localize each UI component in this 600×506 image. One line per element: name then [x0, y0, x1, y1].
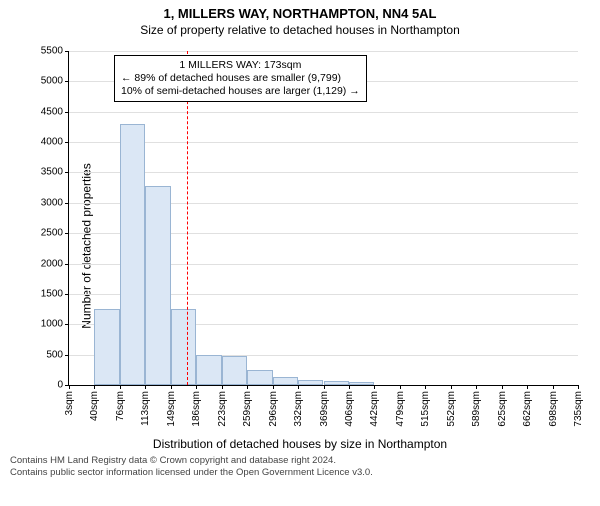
- xtick-label: 662sqm: [522, 391, 533, 427]
- xtick-mark: [476, 385, 477, 389]
- histogram-bar: [324, 381, 349, 385]
- xtick-label: 589sqm: [471, 391, 482, 427]
- annotation-line-3: 10% of semi-detached houses are larger (…: [121, 85, 360, 98]
- ytick-label: 1000: [41, 319, 63, 330]
- xtick-label: 735sqm: [573, 391, 584, 427]
- xtick-mark: [502, 385, 503, 389]
- xtick-label: 259sqm: [242, 391, 253, 427]
- ytick-label: 4500: [41, 106, 63, 117]
- histogram-bar: [171, 309, 196, 385]
- xtick-label: 442sqm: [369, 391, 380, 427]
- xtick-label: 76sqm: [115, 391, 126, 421]
- xtick-label: 552sqm: [446, 391, 457, 427]
- ytick-label: 5000: [41, 76, 63, 87]
- ytick-mark: [65, 51, 69, 52]
- ytick-label: 3000: [41, 197, 63, 208]
- xtick-mark: [247, 385, 248, 389]
- xtick-label: 406sqm: [344, 391, 355, 427]
- xtick-label: 296sqm: [268, 391, 279, 427]
- plot-area: 0500100015002000250030003500400045005000…: [68, 51, 578, 386]
- xtick-mark: [553, 385, 554, 389]
- ytick-mark: [65, 294, 69, 295]
- xtick-mark: [94, 385, 95, 389]
- xtick-label: 479sqm: [395, 391, 406, 427]
- ytick-mark: [65, 203, 69, 204]
- xtick-mark: [527, 385, 528, 389]
- ytick-mark: [65, 355, 69, 356]
- xtick-mark: [578, 385, 579, 389]
- footer-attribution: Contains HM Land Registry data © Crown c…: [10, 455, 590, 479]
- chart-title-sub: Size of property relative to detached ho…: [0, 23, 600, 37]
- xtick-mark: [222, 385, 223, 389]
- xtick-mark: [69, 385, 70, 389]
- annotation-line-2: ← 89% of detached houses are smaller (9,…: [121, 72, 360, 85]
- xtick-mark: [171, 385, 172, 389]
- xtick-label: 186sqm: [191, 391, 202, 427]
- histogram-bar: [247, 370, 272, 385]
- xtick-mark: [196, 385, 197, 389]
- xtick-mark: [400, 385, 401, 389]
- ytick-label: 2000: [41, 258, 63, 269]
- xtick-label: 515sqm: [420, 391, 431, 427]
- ytick-mark: [65, 172, 69, 173]
- xtick-mark: [298, 385, 299, 389]
- ytick-mark: [65, 264, 69, 265]
- ytick-mark: [65, 81, 69, 82]
- xtick-mark: [374, 385, 375, 389]
- xtick-mark: [324, 385, 325, 389]
- histogram-bar: [298, 380, 323, 385]
- xtick-mark: [349, 385, 350, 389]
- xtick-mark: [273, 385, 274, 389]
- histogram-bar: [196, 355, 221, 385]
- xtick-mark: [451, 385, 452, 389]
- gridline: [69, 112, 578, 113]
- ytick-label: 3500: [41, 167, 63, 178]
- xtick-label: 369sqm: [319, 391, 330, 427]
- xtick-mark: [145, 385, 146, 389]
- xtick-label: 3sqm: [64, 391, 75, 415]
- gridline: [69, 172, 578, 173]
- histogram-bar: [94, 309, 119, 385]
- xtick-mark: [425, 385, 426, 389]
- ytick-label: 5500: [41, 46, 63, 57]
- histogram-bar: [120, 124, 145, 385]
- gridline: [69, 51, 578, 52]
- xtick-label: 698sqm: [548, 391, 559, 427]
- footer-line-2: Contains public sector information licen…: [10, 467, 590, 479]
- chart-title-main: 1, MILLERS WAY, NORTHAMPTON, NN4 5AL: [0, 6, 600, 21]
- histogram-bar: [145, 186, 170, 385]
- ytick-label: 1500: [41, 288, 63, 299]
- ytick-label: 4000: [41, 137, 63, 148]
- histogram-bar: [273, 377, 298, 386]
- ytick-mark: [65, 112, 69, 113]
- histogram-bar: [349, 382, 374, 385]
- x-axis-label: Distribution of detached houses by size …: [0, 437, 600, 451]
- footer-line-1: Contains HM Land Registry data © Crown c…: [10, 455, 590, 467]
- ytick-label: 0: [57, 380, 63, 391]
- xtick-label: 625sqm: [497, 391, 508, 427]
- xtick-label: 223sqm: [217, 391, 228, 427]
- xtick-label: 332sqm: [293, 391, 304, 427]
- ytick-mark: [65, 142, 69, 143]
- xtick-label: 40sqm: [89, 391, 100, 421]
- ytick-mark: [65, 233, 69, 234]
- annotation-line-1: 1 MILLERS WAY: 173sqm: [121, 59, 360, 72]
- gridline: [69, 142, 578, 143]
- ytick-label: 500: [46, 349, 63, 360]
- chart-container: Number of detached properties 0500100015…: [0, 41, 600, 451]
- histogram-bar: [222, 356, 247, 385]
- annotation-box: 1 MILLERS WAY: 173sqm ← 89% of detached …: [114, 55, 367, 102]
- ytick-label: 2500: [41, 228, 63, 239]
- xtick-label: 149sqm: [166, 391, 177, 427]
- xtick-mark: [120, 385, 121, 389]
- xtick-label: 113sqm: [140, 391, 151, 426]
- ytick-mark: [65, 324, 69, 325]
